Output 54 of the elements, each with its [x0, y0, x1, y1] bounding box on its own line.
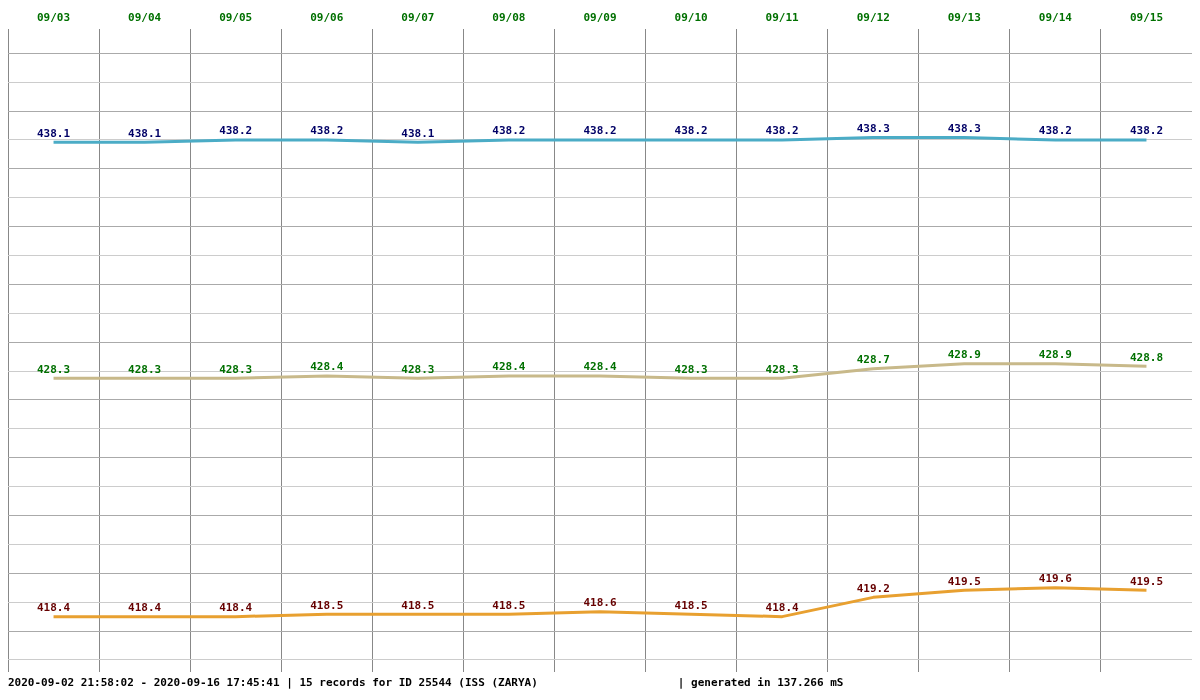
- x-tick-label: 09/08: [492, 11, 526, 25]
- data-label: 438.1: [36, 126, 71, 140]
- data-label: 428.3: [219, 362, 253, 376]
- data-label: 418.4: [128, 600, 162, 614]
- x-tick-label: 09/05: [219, 11, 253, 25]
- data-label: 428.3: [401, 362, 435, 376]
- data-label: 418.5: [674, 598, 708, 612]
- data-label: 438.2: [492, 124, 526, 138]
- data-label: 428.9: [947, 348, 981, 362]
- x-tick-label: 09/06: [310, 11, 344, 25]
- data-label: 438.3: [856, 121, 890, 135]
- data-label: 428.9: [1038, 348, 1072, 362]
- text: | generated in 137.266 mS: [677, 676, 844, 689]
- data-label: 418.5: [492, 598, 526, 612]
- data-label: 438.2: [765, 124, 799, 138]
- data-label: 428.8: [1129, 350, 1164, 364]
- x-tick-label: 09/12: [856, 11, 890, 25]
- data-label: 428.3: [36, 362, 71, 376]
- data-label: 438.2: [310, 124, 344, 138]
- x-tick-label: 09/10: [674, 11, 708, 25]
- data-label: 438.3: [947, 121, 981, 135]
- x-tick-label: 09/04: [128, 11, 162, 25]
- data-label: 419.2: [856, 581, 890, 595]
- data-label: 419.6: [1038, 572, 1073, 586]
- x-tick-label: 09/03: [36, 11, 71, 25]
- data-label: 419.5: [947, 574, 981, 588]
- data-label: 438.1: [128, 126, 162, 140]
- x-tick-label: 09/07: [401, 11, 435, 25]
- data-label: 418.5: [401, 598, 435, 612]
- data-label: 438.2: [1038, 124, 1072, 138]
- data-label: 438.2: [674, 124, 708, 138]
- data-label: 428.3: [765, 362, 799, 376]
- data-label: 418.5: [310, 598, 344, 612]
- x-tick-label: 09/13: [947, 11, 981, 25]
- data-label: 428.3: [674, 362, 708, 376]
- x-tick-label: 09/15: [1129, 11, 1164, 25]
- x-tick-label: 09/11: [765, 11, 800, 25]
- data-label: 438.1: [401, 126, 435, 140]
- data-label: 418.4: [219, 600, 253, 614]
- x-tick-label: 09/14: [1038, 11, 1073, 25]
- data-label: 419.5: [1129, 574, 1164, 588]
- data-label: 428.4: [310, 360, 344, 374]
- data-label: 438.2: [1129, 124, 1164, 138]
- data-label: 418.6: [583, 596, 617, 610]
- data-label: 428.4: [492, 360, 526, 374]
- data-label: 438.2: [219, 124, 253, 138]
- data-label: 428.7: [856, 353, 890, 367]
- text: 2020-09-02 21:58:02 - 2020-09-16 17:45:41 | 15 records for ID 25544 (ISS (ZARYA): [8, 676, 538, 689]
- x-tick-label: 09/09: [583, 11, 617, 25]
- data-label: 438.2: [583, 124, 617, 138]
- data-label: 428.3: [128, 362, 162, 376]
- data-label: 418.4: [36, 600, 71, 614]
- data-label: 428.4: [583, 360, 617, 374]
- data-label: 418.4: [765, 600, 800, 614]
